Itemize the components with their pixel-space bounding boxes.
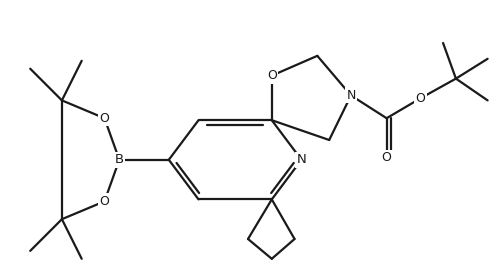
Text: O: O bbox=[382, 151, 392, 164]
Text: O: O bbox=[100, 112, 110, 125]
Text: O: O bbox=[267, 69, 276, 82]
Text: N: N bbox=[346, 89, 356, 102]
Text: O: O bbox=[100, 195, 110, 208]
Text: N: N bbox=[296, 153, 306, 166]
Text: B: B bbox=[115, 153, 124, 166]
Text: O: O bbox=[416, 92, 425, 105]
